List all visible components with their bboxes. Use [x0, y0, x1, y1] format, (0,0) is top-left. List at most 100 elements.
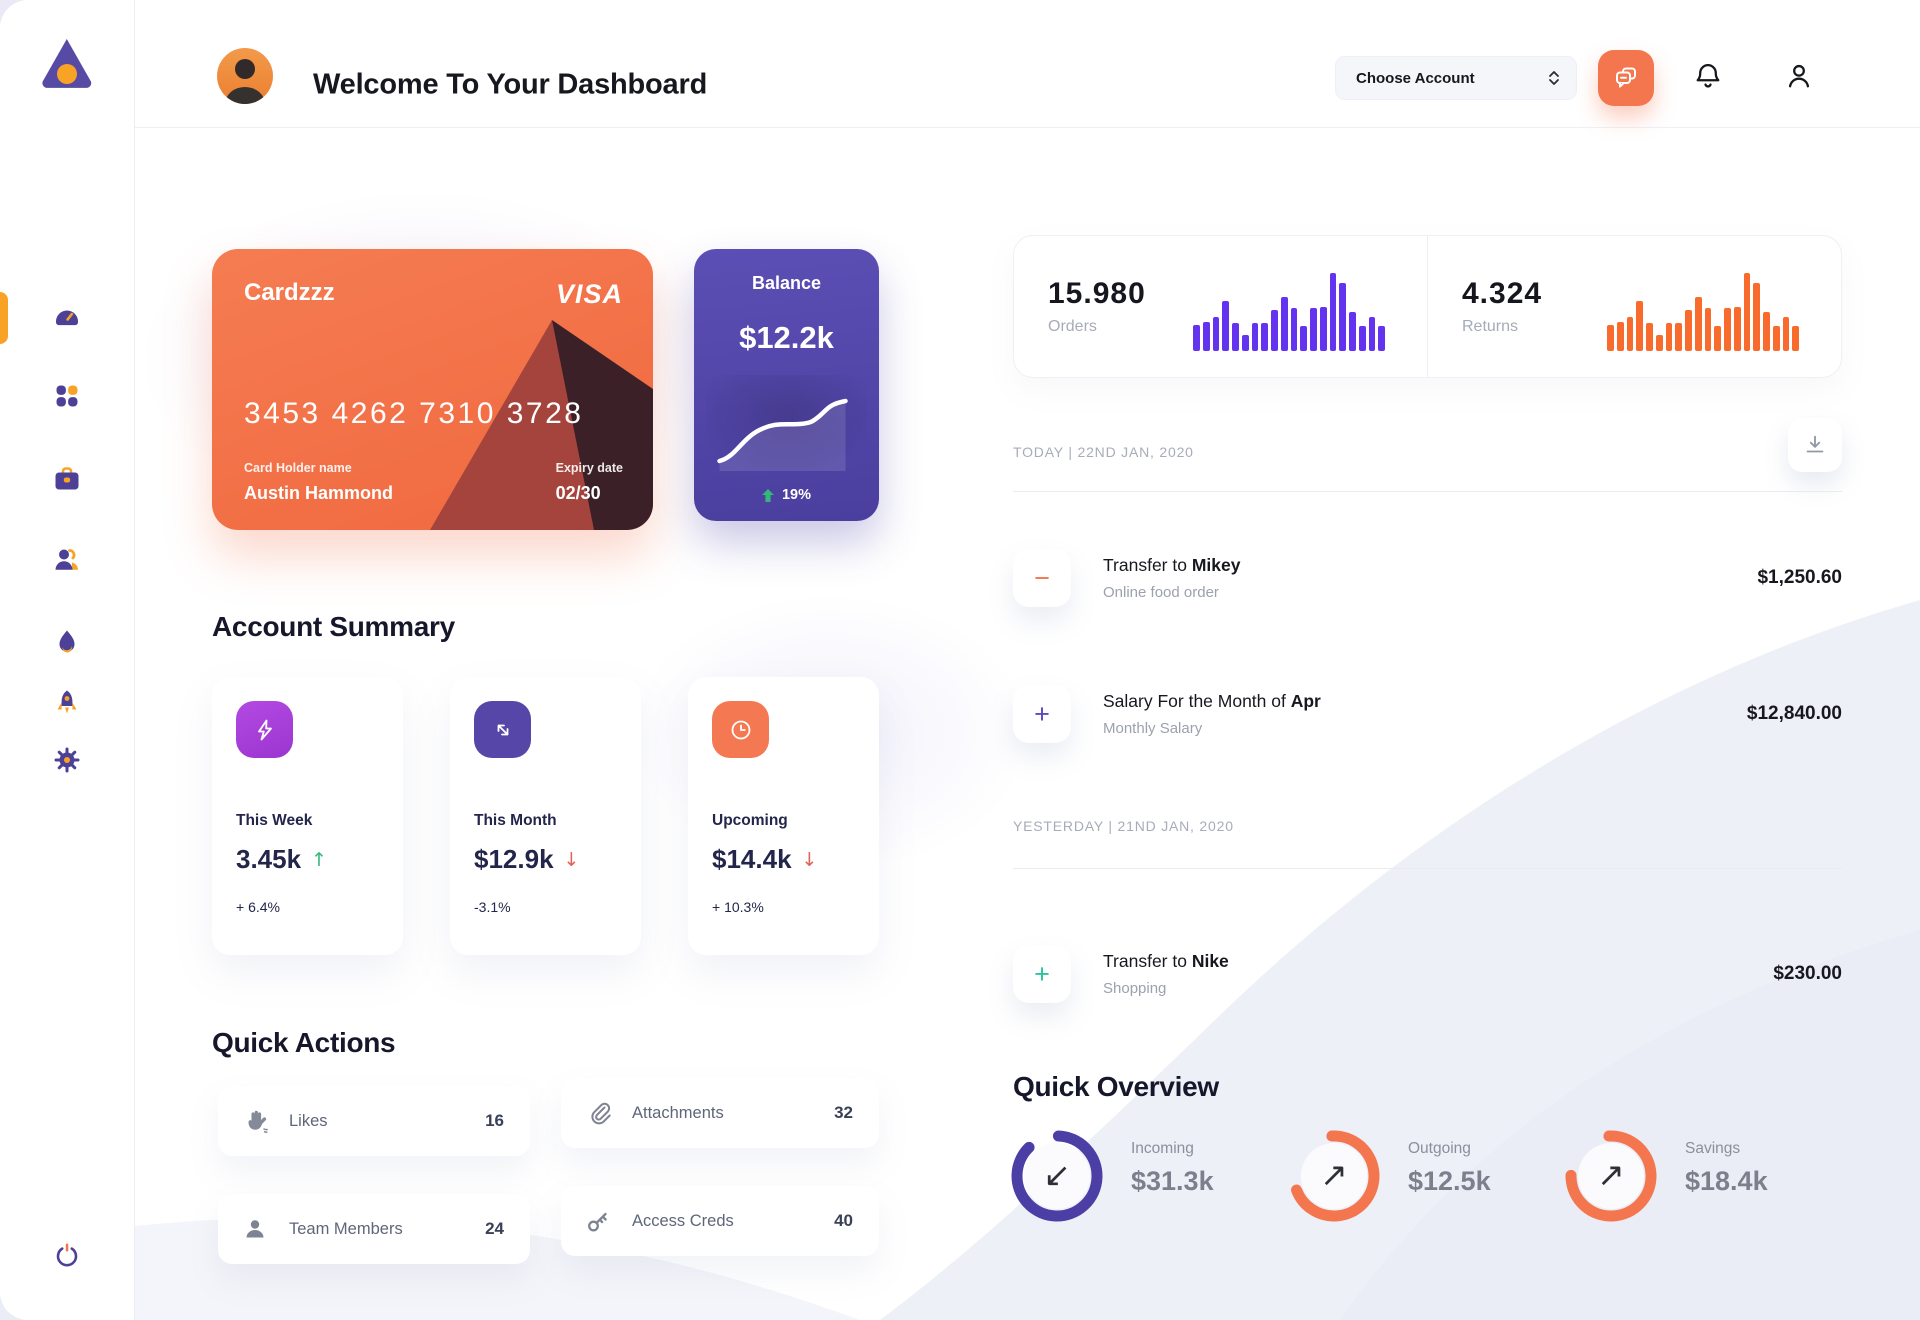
summary-delta: + 10.3% [712, 899, 764, 915]
notifications-button[interactable] [1692, 60, 1724, 92]
card-number: 3453 4262 7310 3728 [244, 397, 584, 430]
profile-button[interactable] [1783, 60, 1815, 92]
dashboard-icon [56, 310, 78, 326]
apps-grid-icon [56, 385, 78, 407]
summary-delta: -3.1% [474, 899, 511, 915]
trend-up-icon: ↑ [311, 848, 327, 871]
card-expiry-date: 02/30 [555, 483, 601, 503]
summary-card-this-month[interactable]: This Month $12.9k ↓ -3.1% [450, 677, 641, 955]
credit-card[interactable]: Cardzzz VISA 3453 4262 7310 3728 Card Ho… [212, 249, 653, 530]
transaction-row-salary[interactable]: + Salary For the Month of Apr Monthly Sa… [1013, 676, 1842, 752]
action-label: Likes [289, 1111, 328, 1130]
orders-bar-chart [1193, 272, 1385, 351]
action-likes[interactable]: Likes 16 [218, 1086, 530, 1156]
chevron-up-down-icon [1549, 71, 1559, 85]
overview-label: Savings [1685, 1140, 1741, 1157]
returns-label: Returns [1462, 318, 1519, 335]
transaction-sign-tile: − [1013, 549, 1071, 607]
transaction-row-mikey[interactable]: − Transfer to Mikey Online food order $1… [1013, 540, 1842, 616]
user-avatar[interactable] [217, 48, 273, 104]
sidebar-item-users[interactable] [52, 545, 82, 575]
transactions-date-yesterday: YESTERDAY | 21ND JAN, 2020 [1013, 818, 1234, 834]
avatar-photo [225, 59, 265, 104]
overview-label: Outgoing [1408, 1140, 1471, 1157]
savings-ring-chart: ↗ [1565, 1130, 1657, 1222]
trend-down-icon: ↓ [563, 848, 580, 871]
transaction-subtitle: Online food order [1103, 584, 1219, 601]
visa-logo: VISA [555, 279, 623, 309]
overview-amount: $12.5k [1408, 1166, 1491, 1196]
key-icon [588, 1212, 607, 1231]
overview-amount: $31.3k [1131, 1166, 1214, 1196]
sidebar-item-trending[interactable] [52, 628, 82, 658]
card-expiry: Expiry date 02/30 [556, 461, 623, 504]
bell-icon [1696, 63, 1720, 88]
summary-card-this-week[interactable]: This Week 3.45k ↑ + 6.4% [212, 677, 403, 955]
summary-label: This Month [474, 812, 557, 829]
sidebar-item-logout[interactable] [52, 1240, 82, 1270]
rocket-icon [57, 690, 77, 714]
transaction-title: Transfer to Nike [1103, 951, 1229, 971]
summary-card-upcoming[interactable]: Upcoming $14.4k ↓ + 10.3% [688, 677, 879, 955]
plus-icon: + [1034, 958, 1050, 989]
trend-down-icon: ↓ [801, 848, 818, 871]
download-icon [1806, 435, 1824, 453]
sidebar-item-settings[interactable] [52, 745, 82, 775]
choose-account-label: Choose Account [1356, 69, 1475, 87]
account-summary-heading: Account Summary [212, 611, 455, 643]
clap-icon [248, 1110, 268, 1133]
sidebar-item-dashboard[interactable] [52, 302, 82, 332]
transaction-sign-tile: + [1013, 945, 1071, 1003]
incoming-ring-chart: ↙ [1011, 1130, 1103, 1222]
chat-icon [1616, 67, 1636, 88]
quick-overview-row: ↙ Incoming $31.3k ↗ Outgoing $12.5k ↗ [1011, 1130, 1842, 1222]
transaction-sign-tile: + [1013, 685, 1071, 743]
minus-icon: − [1034, 562, 1050, 593]
returns-bar-chart [1607, 272, 1799, 351]
overview-incoming: ↙ Incoming $31.3k [1011, 1130, 1288, 1222]
quick-actions-heading: Quick Actions [212, 1027, 396, 1059]
overview-outgoing: ↗ Outgoing $12.5k [1288, 1130, 1565, 1222]
summary-label: Upcoming [712, 812, 788, 829]
action-attachments[interactable]: Attachments 32 [561, 1078, 879, 1148]
balance-card[interactable]: Balance $12.2k 19% [694, 249, 879, 521]
transaction-amount: $12,840.00 [1746, 703, 1842, 724]
lightning-bolt-icon [236, 701, 293, 758]
arrow-down-left-icon: ↙ [1043, 1154, 1071, 1194]
summary-value: $14.4k ↓ [712, 844, 818, 874]
flame-icon [59, 630, 75, 653]
quick-overview-heading: Quick Overview [1013, 1071, 1219, 1103]
outgoing-ring-chart: ↗ [1288, 1130, 1380, 1222]
stats-divider [1427, 236, 1428, 377]
download-button[interactable] [1788, 418, 1842, 472]
balance-amount: $12.2k [739, 320, 834, 355]
transaction-subtitle: Monthly Salary [1103, 720, 1203, 737]
balance-title: Balance [751, 273, 822, 293]
action-count: 32 [834, 1103, 853, 1122]
arrow-up-right-icon: ↗ [1597, 1154, 1625, 1194]
transaction-subtitle: Shopping [1103, 980, 1167, 997]
up-arrow-icon [761, 488, 774, 502]
sidebar-item-launch[interactable] [52, 688, 82, 718]
returns-stat: 4.324 Returns [1428, 236, 1841, 377]
card-name: Cardzzz [244, 279, 335, 306]
sidebar-item-apps[interactable] [52, 381, 82, 411]
action-access-creds[interactable]: Access Creds 40 [561, 1186, 879, 1256]
sidebar-item-portfolio[interactable] [52, 464, 82, 494]
action-team-members[interactable]: Team Members 24 [218, 1194, 530, 1264]
app-logo[interactable] [38, 38, 96, 92]
messages-button[interactable] [1598, 50, 1654, 106]
clock-icon [712, 701, 769, 758]
paperclip-icon [591, 1102, 611, 1124]
action-count: 40 [834, 1211, 853, 1230]
overview-savings: ↗ Savings $18.4k [1565, 1130, 1842, 1222]
settings-gear-icon [54, 747, 80, 773]
transaction-row-nike[interactable]: + Transfer to Nike Shopping $230.00 [1013, 936, 1842, 1012]
orders-returns-card: 15.980 Orders 4.324 Returns [1013, 235, 1842, 378]
overview-label: Incoming [1131, 1140, 1194, 1157]
choose-account-select[interactable]: Choose Account [1335, 56, 1577, 100]
transaction-title: Salary For the Month of Apr [1103, 691, 1321, 711]
page-title: Welcome To Your Dashboard [313, 68, 708, 101]
balance-change-value: 19% [781, 487, 812, 503]
balance-sparkline [706, 375, 867, 471]
